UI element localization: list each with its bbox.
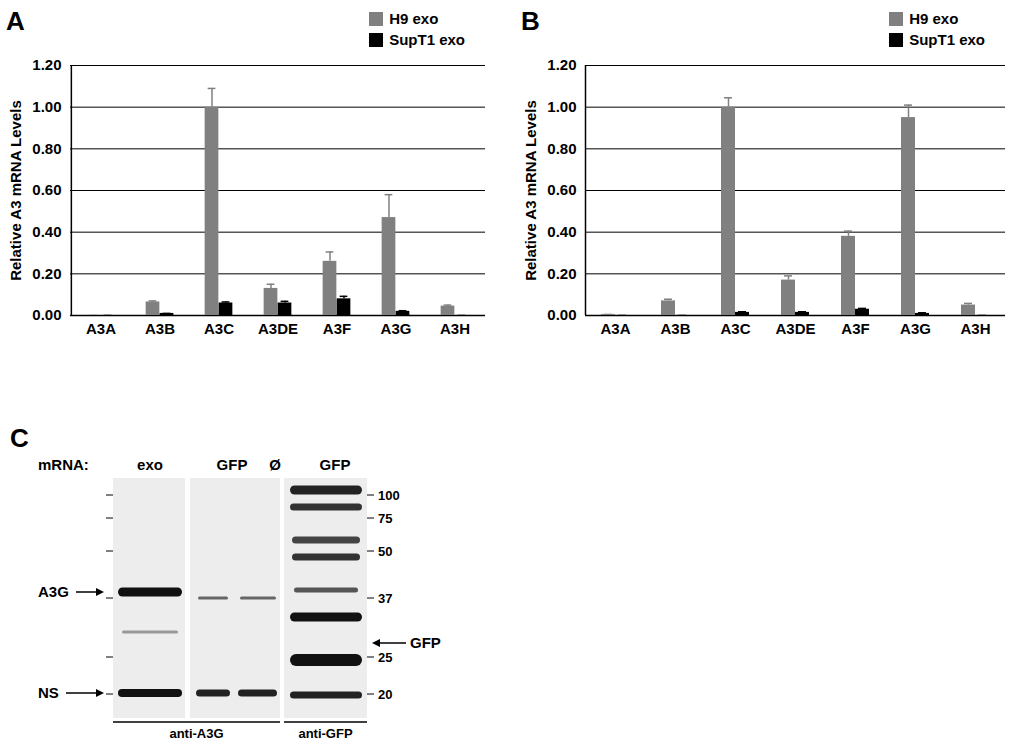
svg-text:0.60: 0.60 — [547, 181, 576, 198]
svg-text:0.60: 0.60 — [32, 181, 61, 198]
svg-text:25: 25 — [378, 650, 392, 665]
svg-text:50: 50 — [378, 544, 392, 559]
svg-text:1.00: 1.00 — [547, 98, 576, 115]
svg-text:Relative A3 mRNA Levels: Relative A3 mRNA Levels — [7, 100, 24, 281]
svg-text:A3B: A3B — [660, 320, 690, 337]
svg-text:A3A: A3A — [86, 320, 116, 337]
svg-text:C: C — [10, 423, 29, 453]
svg-text:A3DE: A3DE — [258, 320, 298, 337]
svg-text:anti-GFP: anti-GFP — [298, 726, 352, 741]
svg-text:Relative A3 mRNA Levels: Relative A3 mRNA Levels — [522, 100, 539, 281]
html-text:SupT1 exo: SupT1 exo — [389, 31, 465, 48]
svg-text:20: 20 — [378, 687, 392, 702]
svg-text:1.20: 1.20 — [547, 56, 576, 73]
svg-text:GFP: GFP — [410, 634, 441, 651]
svg-text:A3DE: A3DE — [775, 320, 815, 337]
svg-text:0.80: 0.80 — [32, 140, 61, 157]
svg-text:0.40: 0.40 — [547, 223, 576, 240]
svg-text:A3G: A3G — [381, 320, 412, 337]
svg-text:0.80: 0.80 — [547, 140, 576, 157]
svg-text:GFP: GFP — [320, 456, 351, 473]
svg-text:A3F: A3F — [323, 320, 351, 337]
svg-text:A3A: A3A — [600, 320, 630, 337]
svg-text:1.00: 1.00 — [32, 98, 61, 115]
svg-text:GFP: GFP — [217, 456, 248, 473]
svg-text:0.40: 0.40 — [32, 223, 61, 240]
svg-text:A3F: A3F — [841, 320, 869, 337]
html-text:B: B — [521, 6, 540, 36]
svg-text:1.20: 1.20 — [32, 56, 61, 73]
svg-text:A3B: A3B — [145, 320, 175, 337]
svg-text:0.20: 0.20 — [547, 265, 576, 282]
svg-text:75: 75 — [378, 511, 392, 526]
svg-text:A3H: A3H — [440, 320, 470, 337]
svg-text:0.00: 0.00 — [547, 306, 576, 323]
svg-text:100: 100 — [378, 488, 400, 503]
svg-text:37: 37 — [378, 591, 392, 606]
svg-text:mRNA:: mRNA: — [38, 456, 89, 473]
svg-text:NS: NS — [38, 684, 59, 701]
svg-text:Ø: Ø — [269, 456, 281, 473]
svg-text:A3C: A3C — [720, 320, 750, 337]
html-text:SupT1 exo: SupT1 exo — [909, 31, 985, 48]
svg-text:A3C: A3C — [204, 320, 234, 337]
svg-text:exo: exo — [137, 456, 163, 473]
html-text:H9 exo: H9 exo — [909, 10, 959, 27]
html-text:H9 exo: H9 exo — [389, 10, 439, 27]
html-text:A: A — [6, 6, 25, 36]
svg-text:0.00: 0.00 — [32, 306, 61, 323]
svg-text:A3H: A3H — [960, 320, 990, 337]
svg-text:anti-A3G: anti-A3G — [169, 726, 223, 741]
svg-text:0.20: 0.20 — [32, 265, 61, 282]
svg-text:A3G: A3G — [38, 583, 69, 600]
svg-text:A3G: A3G — [900, 320, 931, 337]
